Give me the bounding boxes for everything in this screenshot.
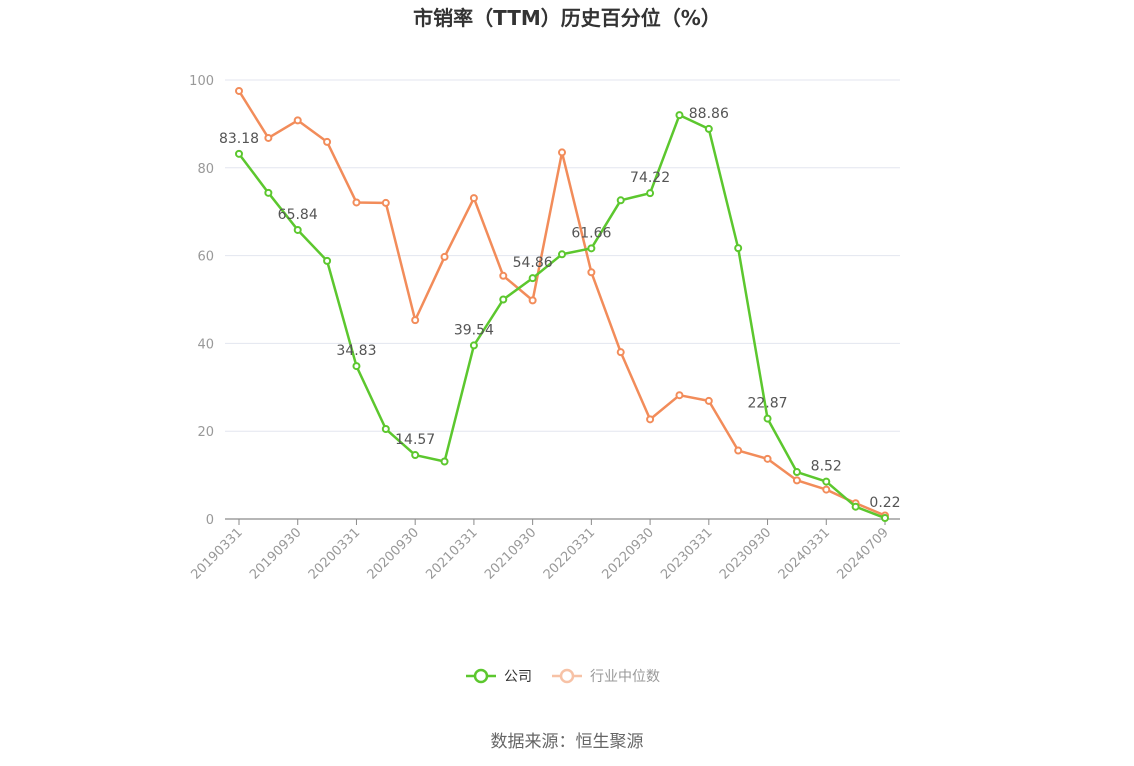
source-note: 数据来源：恒生聚源 <box>491 732 644 752</box>
y-axis: 0 20 40 60 80 100 <box>189 74 214 528</box>
x-tick-label: 20240709 <box>834 525 891 582</box>
data-point[interactable] <box>528 274 537 283</box>
data-point[interactable] <box>499 271 508 280</box>
data-label: 14.57 <box>395 432 435 448</box>
series-lines <box>235 86 889 523</box>
data-point[interactable] <box>734 244 743 253</box>
legend[interactable]: 公司 行业中位数 <box>466 668 660 685</box>
x-tick-label: 20190331 <box>188 525 245 582</box>
data-point[interactable] <box>792 476 801 485</box>
y-tick-label: 0 <box>206 513 214 528</box>
data-point[interactable] <box>616 196 625 205</box>
legend-label: 行业中位数 <box>590 669 660 685</box>
x-tick-label: 20190930 <box>247 525 304 582</box>
y-tick-label: 100 <box>189 74 214 89</box>
data-point[interactable] <box>822 485 831 494</box>
series-0 <box>235 111 889 523</box>
x-tick-label: 20230930 <box>717 525 774 582</box>
data-point[interactable] <box>616 348 625 357</box>
data-point[interactable] <box>381 425 390 434</box>
data-label: 88.86 <box>689 106 729 122</box>
data-point[interactable] <box>558 148 566 157</box>
data-point[interactable] <box>675 111 684 120</box>
x-tick-label: 20200331 <box>306 525 363 582</box>
data-point[interactable] <box>264 133 273 142</box>
x-tick-label: 20240331 <box>776 525 833 582</box>
data-point[interactable] <box>558 250 566 259</box>
data-label: 65.84 <box>278 207 318 223</box>
data-point[interactable] <box>264 188 273 197</box>
series-1 <box>235 86 889 520</box>
legend-label: 公司 <box>504 669 532 685</box>
data-point[interactable] <box>293 225 302 234</box>
data-point[interactable] <box>675 391 684 400</box>
data-point[interactable] <box>734 446 743 455</box>
data-label: 54.86 <box>513 255 553 271</box>
legend-marker <box>473 668 489 684</box>
data-point[interactable] <box>499 295 508 304</box>
data-point[interactable] <box>411 316 420 325</box>
data-label: 0.22 <box>869 495 900 511</box>
x-axis: 20190331 20190930 20200331 20200930 20210331… <box>188 518 900 583</box>
data-label: 74.22 <box>630 170 670 186</box>
data-point[interactable] <box>792 468 801 477</box>
data-label: 34.83 <box>336 343 376 359</box>
data-point[interactable] <box>763 414 772 423</box>
data-point[interactable] <box>587 268 596 277</box>
data-point[interactable] <box>587 244 596 253</box>
data-label: 39.54 <box>454 322 494 338</box>
series-line <box>238 113 886 520</box>
data-labels: 83.18 65.84 34.83 14.57 39.54 54.86 61.66 74.22… <box>219 106 901 511</box>
data-point[interactable] <box>469 194 478 203</box>
data-point[interactable] <box>704 124 713 133</box>
y-tick-label: 80 <box>197 162 214 177</box>
data-label: 83.18 <box>219 131 259 147</box>
data-point[interactable] <box>323 256 332 265</box>
legend-marker <box>559 668 575 684</box>
data-point[interactable] <box>235 86 243 95</box>
data-point[interactable] <box>440 252 449 261</box>
data-point[interactable] <box>822 477 831 486</box>
data-point[interactable] <box>646 189 655 198</box>
data-point[interactable] <box>381 198 390 207</box>
x-tick-label: 20220930 <box>600 525 657 582</box>
data-point[interactable] <box>763 454 772 463</box>
legend-item-0[interactable]: 公司 <box>466 668 532 685</box>
data-point[interactable] <box>352 362 361 371</box>
data-point[interactable] <box>881 514 889 523</box>
x-tick-label: 20210331 <box>423 525 480 582</box>
y-tick-label: 20 <box>197 425 214 440</box>
data-label: 61.66 <box>571 225 611 241</box>
data-point[interactable] <box>704 396 713 405</box>
data-point[interactable] <box>469 341 478 350</box>
x-tick-label: 20230331 <box>658 525 715 582</box>
x-tick-label: 20210930 <box>482 525 539 582</box>
legend-item-1[interactable]: 行业中位数 <box>552 668 660 685</box>
data-point[interactable] <box>646 415 655 424</box>
data-label: 22.87 <box>747 396 787 412</box>
data-point[interactable] <box>528 296 537 305</box>
chart-title: 市销率（TTM）历史百分位（%） <box>413 6 721 30</box>
y-tick-label: 40 <box>197 337 214 352</box>
x-tick-label: 20200930 <box>365 525 422 582</box>
data-point[interactable] <box>235 149 243 158</box>
data-label: 8.52 <box>811 459 842 475</box>
y-tick-label: 60 <box>197 250 214 265</box>
data-point[interactable] <box>293 116 302 125</box>
data-point[interactable] <box>352 198 361 207</box>
data-point[interactable] <box>411 451 420 460</box>
data-point[interactable] <box>440 457 449 466</box>
data-point[interactable] <box>851 502 860 511</box>
x-tick-label: 20220331 <box>541 525 598 582</box>
data-point[interactable] <box>323 137 332 146</box>
